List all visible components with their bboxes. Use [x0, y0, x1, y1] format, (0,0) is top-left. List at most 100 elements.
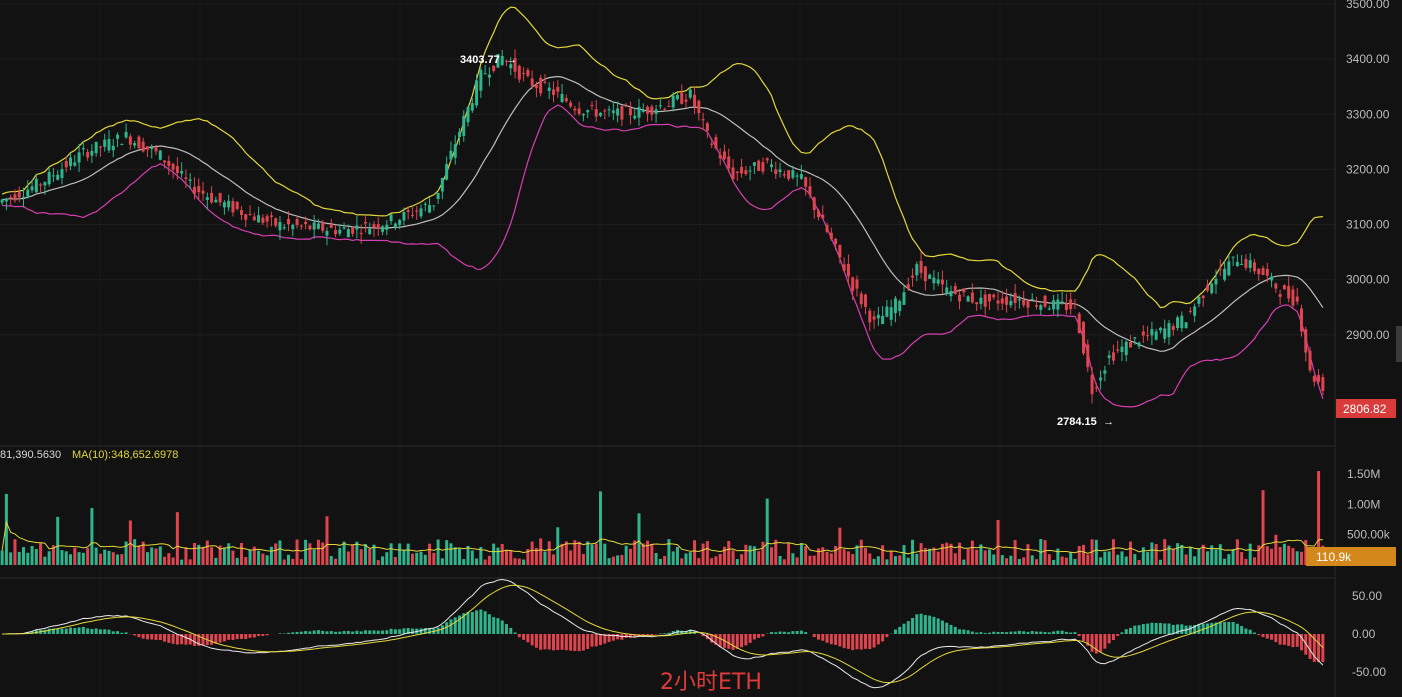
price-tick-label: 2900.00 [1346, 328, 1390, 342]
candle-body [1086, 344, 1090, 368]
volume-bar [269, 546, 273, 565]
volume-bar [983, 550, 987, 565]
macd-bar [556, 634, 560, 651]
macd-bar [804, 632, 808, 634]
volume-bar [1022, 557, 1026, 565]
macd-bar [304, 631, 308, 634]
macd-bar [1295, 634, 1299, 647]
candle-body [94, 141, 98, 154]
volume-bar [1150, 542, 1154, 565]
volume-bar [547, 541, 551, 565]
volume-bar [581, 554, 585, 565]
candle-body [817, 210, 821, 218]
candle-body [248, 214, 252, 216]
macd-bar [603, 634, 607, 644]
macd-bar [821, 634, 825, 641]
current-volume-label: 110.9k [1316, 550, 1352, 564]
candle-body [1282, 285, 1286, 290]
macd-bar [671, 631, 675, 634]
candle-body [872, 316, 876, 320]
volume-bar [1270, 548, 1274, 565]
price-tick-label: 3500.00 [1346, 0, 1390, 11]
macd-bar [1214, 622, 1218, 634]
volume-bar [953, 553, 957, 565]
macd-bar [329, 631, 333, 634]
macd-bar [757, 634, 761, 638]
volume-bar [534, 548, 538, 565]
macd-bar [372, 630, 376, 634]
volume-bar [769, 547, 773, 565]
macd-bar [368, 630, 372, 634]
candle-body [1090, 374, 1094, 395]
macd-bar [141, 634, 145, 639]
candle-body [1073, 303, 1077, 305]
candle-body [1176, 317, 1180, 328]
candle-body [103, 139, 107, 147]
volume-bar [252, 546, 256, 565]
candle-body [1034, 305, 1038, 307]
macd-bar [526, 634, 530, 643]
macd-bar [534, 634, 538, 648]
macd-bar [231, 634, 235, 640]
macd-bar [1171, 624, 1175, 634]
macd-bar [727, 634, 731, 649]
volume-bar [893, 556, 897, 565]
candle-body [898, 301, 902, 312]
candle-body [432, 205, 436, 207]
candle-body [98, 146, 102, 148]
macd-bar [979, 632, 983, 634]
macd-bar [410, 628, 414, 634]
bb-middle-line [2, 75, 1324, 352]
volume-bar [740, 554, 744, 565]
macd-bar [359, 631, 363, 634]
macd-bar [440, 625, 444, 634]
volume-bar [1188, 547, 1192, 565]
macd-bar [449, 619, 453, 634]
macd-bar [513, 632, 517, 634]
candle-body [239, 210, 243, 215]
volume-ma-line [1, 520, 1323, 555]
macd-bar [1248, 629, 1252, 634]
macd-bar [586, 634, 590, 649]
volume-bar [1176, 543, 1180, 565]
macd-bar [1137, 625, 1141, 634]
volume-bar [475, 558, 479, 565]
volume-bar [445, 540, 449, 565]
macd-signal-line [2, 584, 1324, 684]
macd-bar [1227, 621, 1231, 634]
candle-body [928, 274, 932, 279]
candle-body [406, 210, 410, 213]
macd-bar [180, 634, 184, 645]
macd-bar [1000, 632, 1004, 634]
candle-body [530, 78, 534, 86]
candle-body [838, 244, 842, 258]
side-panel-handle[interactable] [1396, 326, 1402, 362]
volume-bar [817, 548, 821, 565]
macd-bar [1047, 632, 1051, 634]
macd-bar [1282, 634, 1286, 645]
volume-bar [1282, 543, 1286, 565]
volume-bar [633, 540, 637, 565]
volume-bar [462, 559, 466, 565]
candle-body [834, 238, 838, 245]
macd-bar [1082, 634, 1086, 642]
price-tick-label: 3300.00 [1346, 107, 1390, 121]
candle-body [607, 109, 611, 111]
volume-bar [761, 541, 765, 565]
candle-body [543, 81, 547, 83]
volume-bar [1047, 554, 1051, 565]
volume-bar [150, 547, 154, 565]
candle-body [372, 224, 376, 228]
candle-body [381, 226, 385, 232]
macd-bar [945, 622, 949, 634]
macd-bar [552, 634, 556, 651]
candle-body [244, 214, 248, 220]
volume-bar [688, 552, 692, 565]
candle-body [436, 192, 440, 200]
volume-bar [261, 553, 265, 565]
macd-bar [47, 628, 51, 634]
macd-bar [530, 634, 534, 646]
macd-bar [197, 634, 201, 646]
